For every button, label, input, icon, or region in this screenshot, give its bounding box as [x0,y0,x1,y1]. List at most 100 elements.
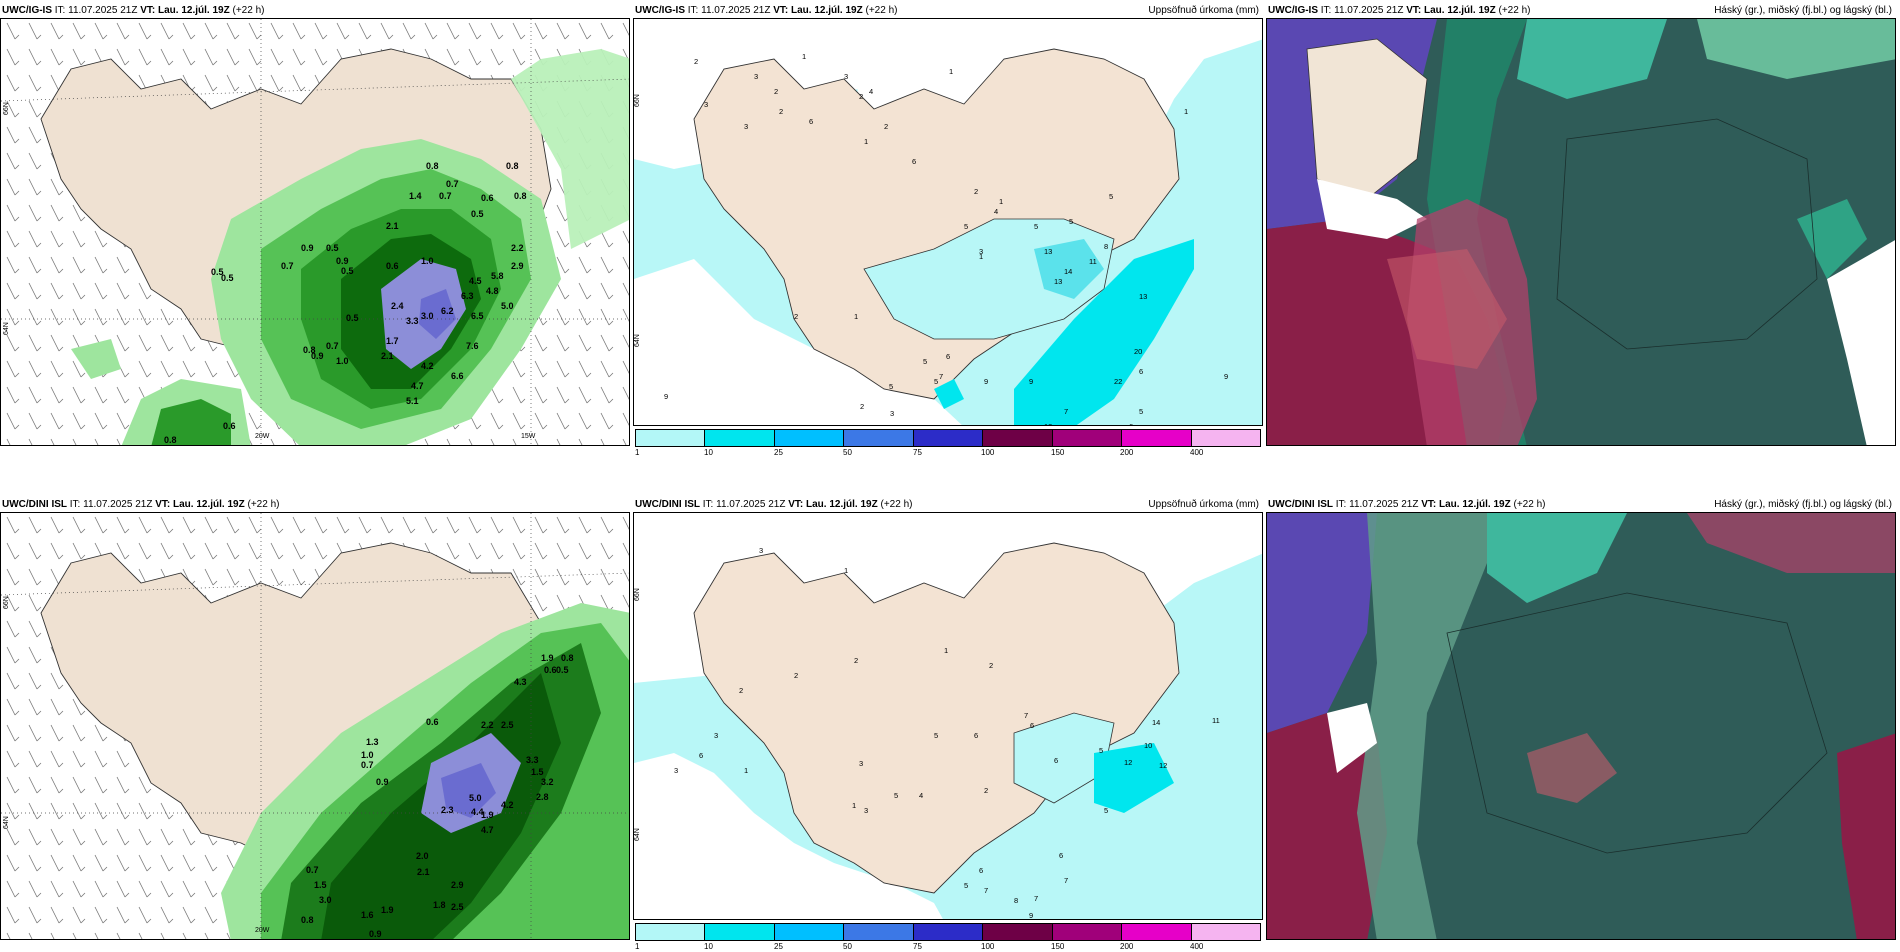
it-time: 11.07.2025 21Z [68,5,138,16]
precip-colorbar [635,429,1261,447]
map-frame: 0.8 0.8 0.7 0.8 1.4 0.7 0.6 0.5 2.1 0.9 0.5 0.9 0.5 0… [0,18,630,446]
field-value-label: 0.6 [481,193,494,203]
field-value-label: 12 [1124,758,1132,767]
vt-label: VT: [773,5,789,16]
field-value-label: 0.6 [223,421,236,431]
field-value-label: 0.5 [341,266,354,276]
field-value-label: 0.6 [426,717,439,727]
panel-header: UWC/IG-IS IT: 11.07.2025 21Z VT: Lau. 12… [635,4,1259,18]
field-value-label: 6.6 [451,371,464,381]
it-time: 11.07.2025 21Z [716,499,786,510]
field-value-label: 6 [912,157,916,166]
field-value-label: 1.9 [481,810,494,820]
field-value-label: 3 [744,122,748,131]
field-value-label: 5 [1139,407,1143,416]
field-value-label: 0.8 [506,161,519,171]
colorbar-tick: 50 [843,448,852,457]
field-value-label: 3.0 [319,895,332,905]
colorbar-segment [774,924,845,940]
panel-top-left: UWC/IG-IS IT: 11.07.2025 21Z VT: Lau. 12… [0,0,630,448]
map-title: Háský (gr.), miðský (fj.bl.) og lágský (… [1714,5,1892,16]
field-value-label: 1 [864,137,868,146]
field-value-label: 2.9 [511,261,524,271]
it-label: IT: [69,499,81,510]
vt-label: VT: [788,499,804,510]
field-value-label: 0.8 [301,915,314,925]
field-value-label: 5 [1104,806,1108,815]
field-value-label: 9 [984,377,988,386]
field-value-label: 2.1 [417,867,430,877]
field-value-label: 1 [979,252,983,261]
precip-wind-map: 0.8 0.80.70.81.4 0.7 0.60.52.10.9 0.50.90.5 0… [1,19,629,445]
lat-label-66n: 66N [3,102,10,115]
field-value-label: 5 [1069,217,1073,226]
colorbar-tick: 75 [913,942,922,951]
cloud-cover-map [1267,513,1895,939]
precip-wind-map: 1.9 0.80.6 0.54.30.6 2.2 2.51.31.00.70.93.31… [1,513,629,939]
lat-label-64n: 64N [3,816,10,829]
map-frame: 3 1 2 1 2 2 2 3 1 3 6 1 7 6 6 5 3 3 5 4 6 2 5 14 12 11 12 10 5 6 7 7 8 7 6… [633,512,1263,920]
field-value-label: 3 [714,731,718,740]
colorbar-tick: 200 [1120,942,1134,951]
field-value-label: 5 [894,791,898,800]
field-value-label: 0.5 [556,665,569,675]
field-value-label: 5 [1099,746,1103,755]
field-value-label: 6 [1030,721,1034,730]
colorbar-tick: 200 [1120,448,1134,457]
field-value-label: 1 [999,197,1003,206]
panel-header: UWC/DINI ISL IT: 11.07.2025 21Z VT: Lau.… [635,498,1259,512]
vt-time: Lau. 12.júl. 19Z [173,499,245,510]
field-value-label: 6 [1139,367,1143,376]
it-label: IT: [702,499,714,510]
it-label: IT: [1335,499,1347,510]
model-name: UWC/IG-IS [2,5,52,16]
field-value-label: 4 [919,791,923,800]
field-value-label: 0.7 [281,261,294,271]
field-value-label: 8 [1104,242,1108,251]
field-value-label: 3 [844,72,848,81]
field-value-label: 6 [1054,756,1058,765]
colorbar-segment [1052,430,1123,446]
colorbar-tick: 25 [774,942,783,951]
colorbar-tick: 75 [913,448,922,457]
field-value-label: 4.7 [481,825,494,835]
field-value-label: 0.9 [376,777,389,787]
colorbar-segment [983,430,1053,446]
vt-label: VT: [140,5,156,16]
field-value-label: 6 [809,117,813,126]
vt-time: Lau. 12.júl. 19Z [1439,499,1511,510]
field-value-label: 0.9 [369,929,382,939]
field-value-label: 14 [1152,718,1160,727]
field-value-label: 4 [994,207,998,216]
field-value-label: 3 [754,72,758,81]
accumulated-precip-map: 2132323634122162315145558111313131420221… [634,19,1262,426]
field-value-label: 2.0 [416,851,429,861]
colorbar-tick: 400 [1190,448,1204,457]
field-value-label: 7 [1034,894,1038,903]
field-value-label: 3 [859,759,863,768]
colorbar-segment [705,924,775,940]
field-value-label: 1.0 [336,356,349,366]
map-title: Uppsöfnuð úrkoma (mm) [1148,499,1259,510]
field-value-label: 4 [869,87,873,96]
colorbar-tick: 150 [1051,942,1065,951]
field-value-label: 7 [1064,876,1068,885]
field-value-label: 5 [934,731,938,740]
field-value-label: 0.9 [336,256,349,266]
panel-header: UWC/DINI ISL IT: 11.07.2025 21Z VT: Lau.… [1268,498,1892,512]
lat-label-66n: 66N [634,94,641,107]
field-value-label: 3 [759,546,763,555]
field-value-label: 3 [890,409,894,418]
field-value-label: 6 [699,751,703,760]
field-value-label: 4.2 [421,361,434,371]
field-value-label: 2 [989,661,993,670]
map-title: Uppsöfnuð úrkoma (mm) [1148,5,1259,16]
colorbar-tick: 400 [1190,942,1204,951]
vt-label: VT: [1421,499,1437,510]
field-value-label: 1 [1184,107,1188,116]
field-value-label: 2.9 [451,880,464,890]
field-value-label: 13 [1044,422,1052,426]
field-value-label: 0.8 [514,191,527,201]
field-value-label: 1.5 [531,767,544,777]
